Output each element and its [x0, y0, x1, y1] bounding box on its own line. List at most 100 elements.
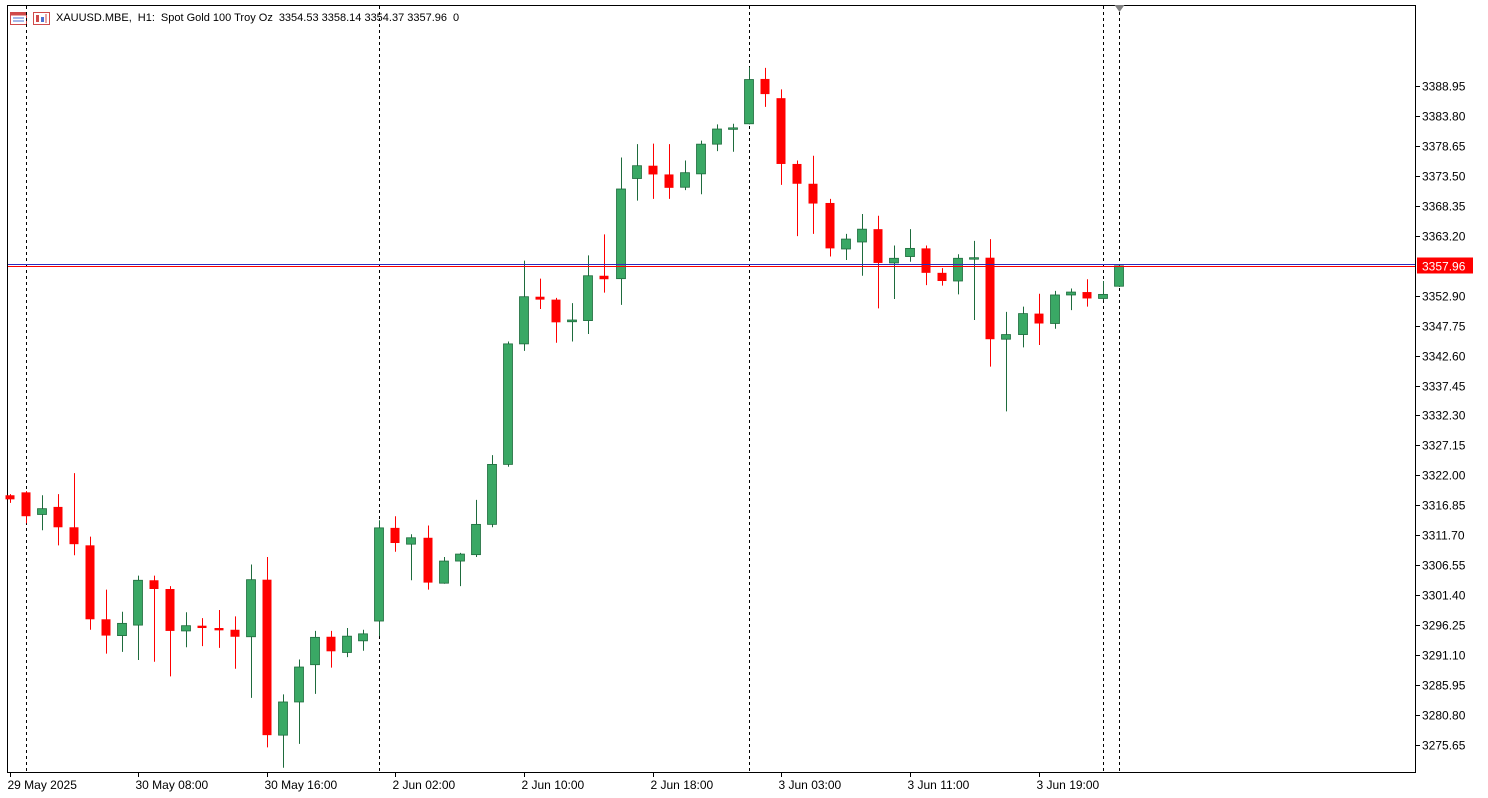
candle [921, 245, 931, 286]
candle-body [390, 527, 400, 544]
candle-body [953, 257, 963, 282]
candle-body [680, 172, 690, 188]
candle-body [616, 188, 626, 280]
candle [246, 564, 256, 698]
timeframe-label: H1: [137, 12, 155, 24]
x-tick-label: 30 May 16:00 [265, 778, 338, 792]
candle-body [471, 523, 481, 556]
candle-body [101, 619, 111, 636]
candle [953, 254, 963, 295]
candle [519, 260, 529, 351]
candle [889, 245, 899, 300]
candle-body [133, 579, 143, 626]
candle [535, 278, 545, 309]
candle-body [197, 625, 207, 629]
candle [937, 268, 947, 286]
candle-body [664, 174, 674, 188]
candle-body [294, 666, 304, 703]
candle-body [246, 579, 256, 638]
candle-body [53, 506, 63, 528]
candle-body [857, 228, 867, 243]
candle [1034, 293, 1044, 346]
candle-body [342, 635, 352, 653]
y-tick-label: 3306.55 [1422, 559, 1466, 573]
candle [776, 89, 786, 185]
candle [342, 628, 352, 658]
candle-body [1001, 334, 1011, 340]
candle-body [1114, 265, 1124, 287]
y-tick-label: 3301.40 [1422, 589, 1466, 603]
candle-body [1066, 291, 1076, 296]
y-tick-label: 3347.75 [1422, 320, 1466, 334]
candle [423, 525, 433, 590]
y-tick-label: 3327.15 [1422, 439, 1466, 453]
x-tick-label: 3 Jun 03:00 [779, 778, 842, 792]
chart-header: XAUUSD.MBE, H1: Spot Gold 100 Troy Oz 33… [10, 10, 459, 26]
candle [326, 630, 336, 668]
candle-body [85, 545, 95, 620]
candle [696, 140, 706, 195]
candle-body [1098, 293, 1108, 299]
candle [1050, 290, 1060, 329]
candle [680, 160, 690, 191]
candle-body [744, 79, 754, 125]
y-tick-label: 3363.20 [1422, 230, 1466, 244]
candle [1001, 311, 1011, 412]
candle [808, 155, 818, 234]
y-tick-label: 3337.45 [1422, 380, 1466, 394]
candle [101, 589, 111, 654]
candle-body [808, 183, 818, 204]
candle-body [423, 537, 433, 583]
candle-body [326, 636, 336, 652]
candle-body [519, 296, 529, 345]
candle [310, 630, 320, 694]
candle [873, 215, 883, 309]
candle [1082, 279, 1092, 307]
candle-body [278, 701, 288, 736]
candle-body [792, 163, 802, 184]
candle [599, 234, 609, 293]
trade-icon[interactable] [33, 11, 50, 25]
candle-body [1082, 292, 1092, 299]
candle-body [117, 622, 127, 636]
candle-body [69, 527, 79, 545]
candle [214, 609, 224, 648]
candle [374, 520, 384, 637]
current-price-label: 3357.96 [1422, 260, 1466, 274]
candle-body [149, 580, 159, 590]
candle [455, 552, 465, 587]
candle-body [776, 98, 786, 164]
candle-body [262, 579, 272, 736]
candle-body [937, 272, 947, 281]
candle-body [760, 78, 770, 95]
candle [503, 341, 513, 467]
candle-body [439, 560, 449, 584]
ohlc-label: 3354.53 3358.14 3354.37 3357.96 [278, 12, 448, 24]
candle [857, 214, 867, 276]
candle-body [567, 319, 577, 323]
candle [744, 67, 754, 125]
candle-body [455, 553, 465, 562]
candle-body [905, 247, 915, 257]
candle [85, 536, 95, 630]
x-tick-label: 3 Jun 11:00 [908, 778, 970, 792]
candle-body [583, 275, 593, 321]
candle-body [1050, 294, 1060, 324]
candle-body [712, 128, 722, 145]
candle-body [230, 629, 240, 637]
candle [133, 575, 143, 661]
candle [487, 455, 497, 528]
candle-body [310, 636, 320, 666]
candle-body [1034, 313, 1044, 324]
y-tick-label: 3296.25 [1422, 619, 1466, 633]
candle [969, 240, 979, 321]
candle-body [969, 257, 979, 260]
candle [664, 144, 674, 199]
candle [905, 229, 915, 262]
candle [53, 494, 63, 546]
candle [278, 694, 288, 768]
candle-body [632, 165, 642, 179]
shift-marker-icon [1114, 5, 1125, 12]
candle [760, 67, 770, 107]
